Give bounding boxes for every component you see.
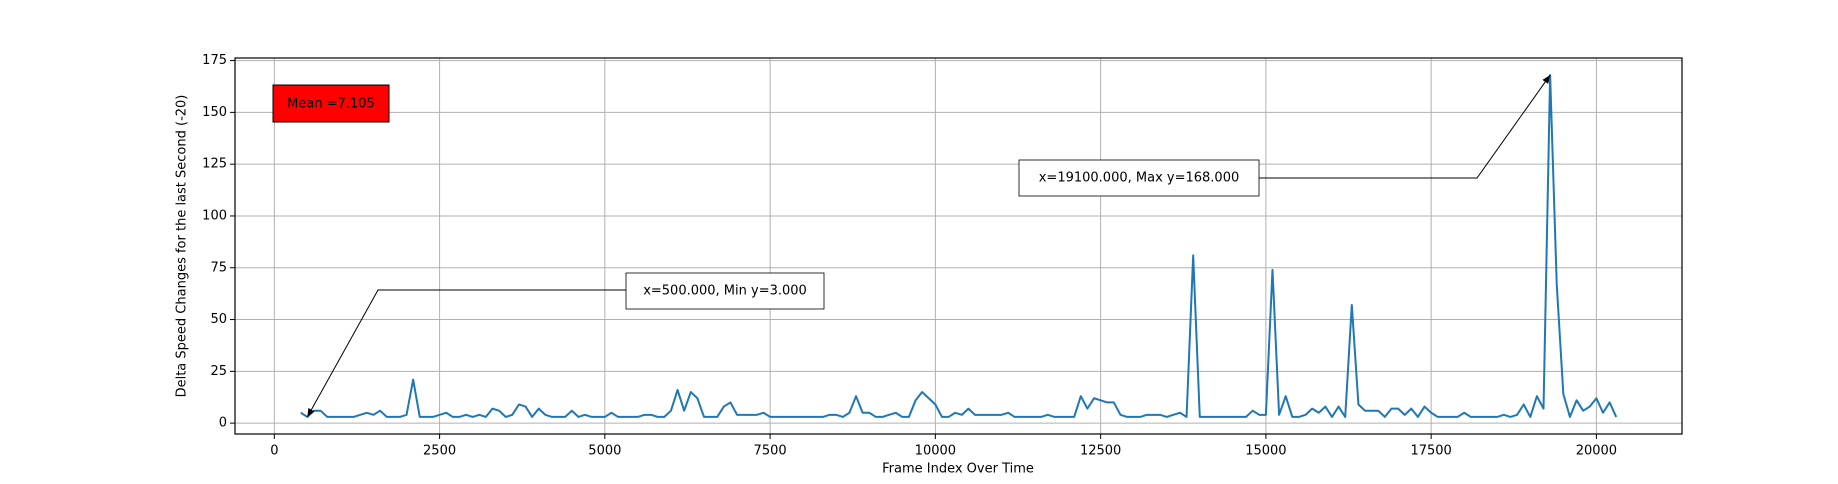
x-tick-label: 0	[270, 444, 278, 459]
max-box	[1018, 159, 1260, 197]
mean-box	[272, 84, 390, 123]
y-tick-label: 50	[210, 312, 227, 327]
x-tick-label: 2500	[423, 444, 456, 459]
min-arrow	[306, 289, 626, 418]
max-annotation: x=19100.000, Max y=168.000	[1039, 171, 1240, 186]
x-tick-label: 12500	[1080, 444, 1121, 459]
data-line	[300, 74, 1618, 418]
y-tick-label: 0	[219, 416, 227, 431]
x-tick-label: 7500	[754, 444, 787, 459]
min-annotation: x=500.000, Min y=3.000	[643, 284, 807, 299]
y-axis-label: Delta Speed Changes for the last Second …	[175, 95, 190, 398]
x-tick-label: 15000	[1245, 444, 1286, 459]
x-tick-label: 10000	[915, 444, 956, 459]
y-tick-label: 175	[202, 53, 227, 68]
y-tick-label: 100	[202, 208, 227, 223]
y-tick-label: 150	[202, 105, 227, 120]
max-arrow	[1259, 74, 1551, 179]
x-axis-label: Frame Index Over Time	[882, 462, 1034, 477]
y-tick-label: 25	[210, 364, 227, 379]
x-tick-label: 20000	[1576, 444, 1617, 459]
max-arrow-head	[1542, 75, 1551, 84]
x-tick-label: 17500	[1410, 444, 1451, 459]
min-box	[625, 272, 825, 310]
y-tick-label: 75	[210, 260, 227, 275]
axes-frame	[234, 57, 1683, 435]
y-tick-label: 125	[202, 157, 227, 172]
min-arrow-head	[307, 407, 315, 417]
mean-annotation: Mean =7.105	[287, 97, 375, 112]
x-tick-label: 5000	[588, 444, 621, 459]
